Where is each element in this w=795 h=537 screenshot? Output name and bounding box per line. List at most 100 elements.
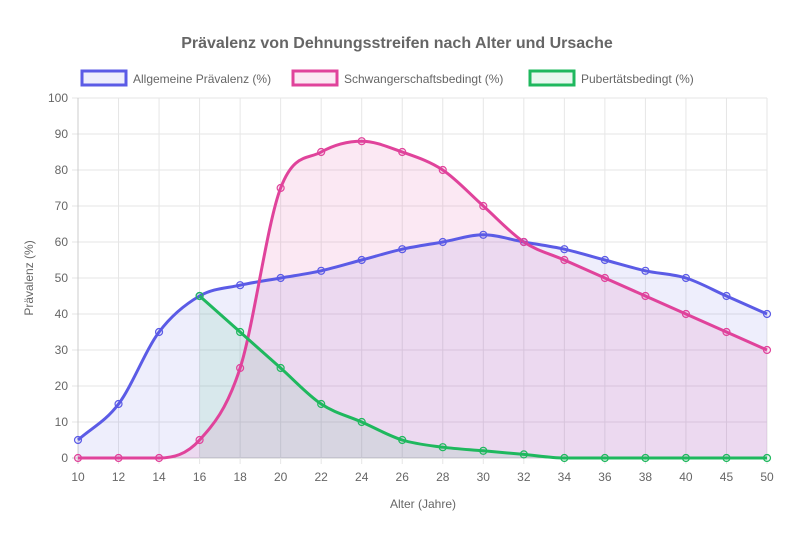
series-line-2 [77, 139, 768, 460]
series-area-2 [78, 141, 767, 458]
x-tick-label: 20 [274, 470, 288, 484]
area-fills [78, 141, 767, 458]
data-point [276, 183, 285, 193]
data-point [73, 435, 83, 445]
data-point [560, 453, 569, 463]
y-tick-label: 70 [55, 199, 69, 213]
legend-label-2: Schwangerschaftsbedingt (%) [344, 72, 503, 86]
series-area-3 [199, 296, 767, 458]
data-point [641, 266, 650, 275]
x-axis-label: Alter (Jahre) [390, 497, 456, 511]
data-point [276, 363, 285, 373]
x-tick-label: 12 [112, 470, 126, 484]
x-tick-label: 32 [517, 470, 531, 484]
data-point [398, 435, 407, 445]
x-tick-label: 34 [558, 470, 572, 484]
data-point [641, 291, 650, 301]
data-points [73, 137, 772, 463]
legend-label-3: Pubertätsbedingt (%) [581, 72, 694, 86]
y-tick-label: 80 [55, 163, 69, 177]
data-point [438, 443, 447, 452]
x-tick-label: 40 [679, 470, 693, 484]
x-tick-label: 26 [396, 470, 410, 484]
data-point [722, 327, 731, 337]
data-point [195, 291, 204, 301]
data-point [357, 417, 366, 427]
data-point [600, 255, 609, 265]
x-tick-label: 14 [152, 470, 166, 484]
x-tick-label: 16 [193, 470, 207, 484]
data-point [560, 255, 569, 265]
data-point [681, 273, 691, 283]
data-point [114, 399, 123, 409]
data-point [317, 147, 326, 157]
data-point [236, 363, 245, 373]
data-point [479, 446, 488, 455]
x-tick-label: 45 [720, 470, 734, 484]
legend-swatch-2 [291, 69, 339, 87]
data-point [722, 291, 731, 301]
y-tick-label: 20 [55, 379, 69, 393]
data-point [317, 399, 326, 409]
data-point [641, 453, 650, 463]
data-point [154, 453, 164, 463]
data-point [114, 453, 123, 463]
data-point [600, 273, 609, 283]
data-point [276, 273, 285, 283]
data-point [236, 281, 245, 290]
x-tick-label: 38 [639, 470, 653, 484]
data-point [398, 245, 407, 254]
x-tick-label: 18 [233, 470, 247, 484]
y-tick-label: 30 [55, 343, 69, 357]
y-axis-label: Prävalenz (%) [22, 240, 36, 315]
y-tick-label: 10 [55, 415, 69, 429]
data-point [722, 453, 731, 463]
data-point [519, 450, 528, 459]
data-point [600, 453, 609, 463]
x-tick-label: 36 [598, 470, 612, 484]
y-tick-label: 0 [61, 451, 68, 465]
data-point [479, 201, 488, 211]
legend-swatch-3 [528, 69, 576, 87]
data-point [681, 453, 691, 463]
data-point [154, 327, 164, 337]
data-point [73, 453, 83, 463]
series-lines [77, 139, 768, 460]
legend-swatch-1 [80, 69, 128, 87]
data-point [317, 266, 326, 275]
x-tick-label: 10 [71, 470, 85, 484]
data-point [519, 237, 528, 247]
y-tick-label: 60 [55, 235, 69, 249]
x-tick-label: 24 [355, 470, 369, 484]
data-point [236, 327, 245, 337]
chart-title: Prävalenz von Dehnungsstreifen nach Alte… [181, 35, 613, 52]
data-point [762, 453, 772, 463]
data-point [479, 230, 488, 239]
y-tick-label: 50 [55, 271, 69, 285]
y-tick-label: 100 [48, 91, 68, 105]
x-tick-label: 50 [760, 470, 774, 484]
legend-label-1: Allgemeine Prävalenz (%) [133, 72, 271, 86]
data-point [398, 147, 407, 157]
legend: Allgemeine Prävalenz (%) Schwangerschafts… [80, 69, 694, 87]
data-point [438, 237, 447, 247]
series-line-1 [77, 233, 768, 442]
data-point [438, 165, 447, 175]
data-point [357, 137, 366, 146]
x-tick-label: 22 [314, 470, 328, 484]
series-line-3 [198, 294, 767, 460]
data-point [195, 435, 204, 445]
data-point [762, 345, 772, 355]
y-tick-label: 90 [55, 127, 69, 141]
data-point [762, 309, 772, 319]
data-point [560, 245, 569, 254]
series-area-1 [78, 234, 767, 458]
data-point [357, 255, 366, 265]
data-point [681, 309, 691, 319]
x-tick-label: 28 [436, 470, 450, 484]
x-tick-label: 30 [477, 470, 491, 484]
y-tick-label: 40 [55, 307, 69, 321]
